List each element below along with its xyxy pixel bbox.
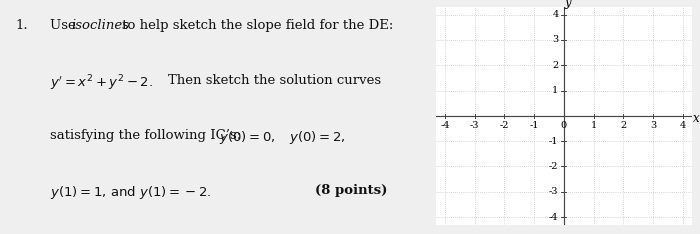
- Text: x: x: [693, 112, 700, 125]
- Text: -2: -2: [500, 121, 509, 130]
- Text: $y(1) = 1$, and $y(1) = -2$.: $y(1) = 1$, and $y(1) = -2$.: [50, 184, 212, 201]
- Text: 2: 2: [552, 61, 559, 70]
- Text: -3: -3: [549, 187, 559, 196]
- Text: satisfying the following IC’s:: satisfying the following IC’s:: [50, 129, 241, 142]
- Text: isoclines: isoclines: [71, 19, 130, 32]
- Text: 1.: 1.: [15, 19, 28, 32]
- Text: Then sketch the solution curves: Then sketch the solution curves: [169, 74, 382, 87]
- Text: 4: 4: [552, 10, 559, 19]
- Text: $y(0) = 2,$: $y(0) = 2,$: [288, 129, 345, 146]
- Text: $y(0) = 0,$: $y(0) = 0,$: [218, 129, 275, 146]
- Text: -4: -4: [440, 121, 450, 130]
- Text: 0: 0: [561, 121, 567, 130]
- Text: (8 points): (8 points): [315, 184, 387, 197]
- Text: -2: -2: [549, 162, 559, 171]
- Text: y: y: [564, 0, 570, 9]
- Text: -1: -1: [549, 137, 559, 146]
- Text: 2: 2: [620, 121, 626, 130]
- Text: -1: -1: [529, 121, 539, 130]
- Text: -4: -4: [549, 212, 559, 222]
- Text: -3: -3: [470, 121, 480, 130]
- Text: 1: 1: [590, 121, 596, 130]
- Text: 1: 1: [552, 86, 559, 95]
- Text: 3: 3: [552, 35, 559, 44]
- Text: Use: Use: [50, 19, 80, 32]
- Text: 3: 3: [650, 121, 656, 130]
- Text: 4: 4: [680, 121, 686, 130]
- Text: $y' = x^2 + y^2 - 2.$: $y' = x^2 + y^2 - 2.$: [50, 74, 153, 93]
- Text: to help sketch the slope field for the DE:: to help sketch the slope field for the D…: [118, 19, 393, 32]
